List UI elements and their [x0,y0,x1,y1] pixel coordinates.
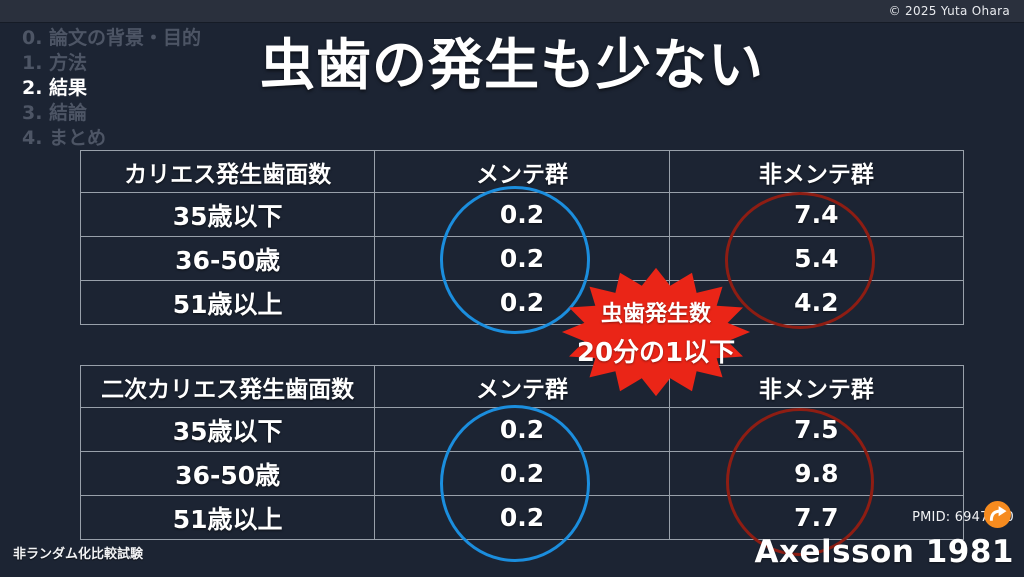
starburst-caption-line1: 虫歯発生数 [600,301,711,327]
table-row: 36-50歳 0.2 5.4 [79,236,965,281]
caries-table-header-non-maintenance: 非メンテ群 [668,150,965,193]
table-header-row: カリエス発生歯面数 メンテ群 非メンテ群 [79,150,965,193]
study-type-label: 非ランダム化比較試験 [13,547,144,562]
maintenance-value: 0.2 [374,495,670,540]
outline-nav: 0. 論文の背景・目的 1. 方法 2. 結果 3. 結論 4. まとめ [22,26,201,151]
non-maintenance-value: 7.7 [668,495,965,540]
table-row: 36-50歳 0.2 9.8 [79,451,965,496]
secondary-caries-table: 二次カリエス発生歯面数 メンテ群 非メンテ群 35歳以下 0.2 7.5 36-… [79,365,965,540]
caries-table: カリエス発生歯面数 メンテ群 非メンテ群 35歳以下 0.2 7.4 36-50… [79,150,965,325]
nav-item-conclusion: 3. 結論 [22,102,88,124]
non-maintenance-value: 4.2 [668,280,965,325]
row-label: 35歳以下 [79,407,376,452]
page-title: 虫歯の発生も少ない [259,33,764,97]
caries-table-header-label: カリエス発生歯面数 [79,150,376,193]
non-maintenance-value: 9.8 [668,451,965,496]
starburst-caption-line2: 20分の1以下 [576,337,736,368]
table-row: 35歳以下 0.2 7.4 [79,192,965,237]
secondary-caries-table-header-label: 二次カリエス発生歯面数 [79,365,376,408]
row-label: 35歳以下 [79,192,376,237]
top-bar: © 2025 Yuta Ohara [0,0,1024,23]
maintenance-value: 0.2 [374,451,670,496]
highlight-starburst-badge: 虫歯発生数 20分の1以下 [560,266,752,398]
nav-item-summary: 4. まとめ [22,127,107,149]
row-label: 36-50歳 [79,236,376,281]
copyright-text: © 2025 Yuta Ohara [888,4,1010,18]
table-header-row: 二次カリエス発生歯面数 メンテ群 非メンテ群 [79,365,965,408]
maintenance-value: 0.2 [374,407,670,452]
table-row: 51歳以上 0.2 7.7 [79,495,965,540]
row-label: 36-50歳 [79,451,376,496]
starburst-icon [561,267,751,397]
table-row: 35歳以下 0.2 7.5 [79,407,965,452]
non-maintenance-value: 7.4 [668,192,965,237]
nav-item-results-active: 2. 結果 [22,77,88,99]
table-row: 51歳以上 0.2 4.2 [79,280,965,325]
citation-label: Axelsson 1981 [754,534,1014,570]
external-link-arrow-icon[interactable] [984,501,1011,528]
caries-table-header-maintenance: メンテ群 [374,150,670,193]
nav-item-background-purpose: 0. 論文の背景・目的 [22,27,202,49]
row-label: 51歳以上 [79,495,376,540]
starburst-caption: 虫歯発生数 20分の1以下 [560,266,752,398]
nav-item-methods: 1. 方法 [22,52,88,74]
maintenance-value: 0.2 [374,192,670,237]
row-label: 51歳以上 [79,280,376,325]
non-maintenance-value: 7.5 [668,407,965,452]
